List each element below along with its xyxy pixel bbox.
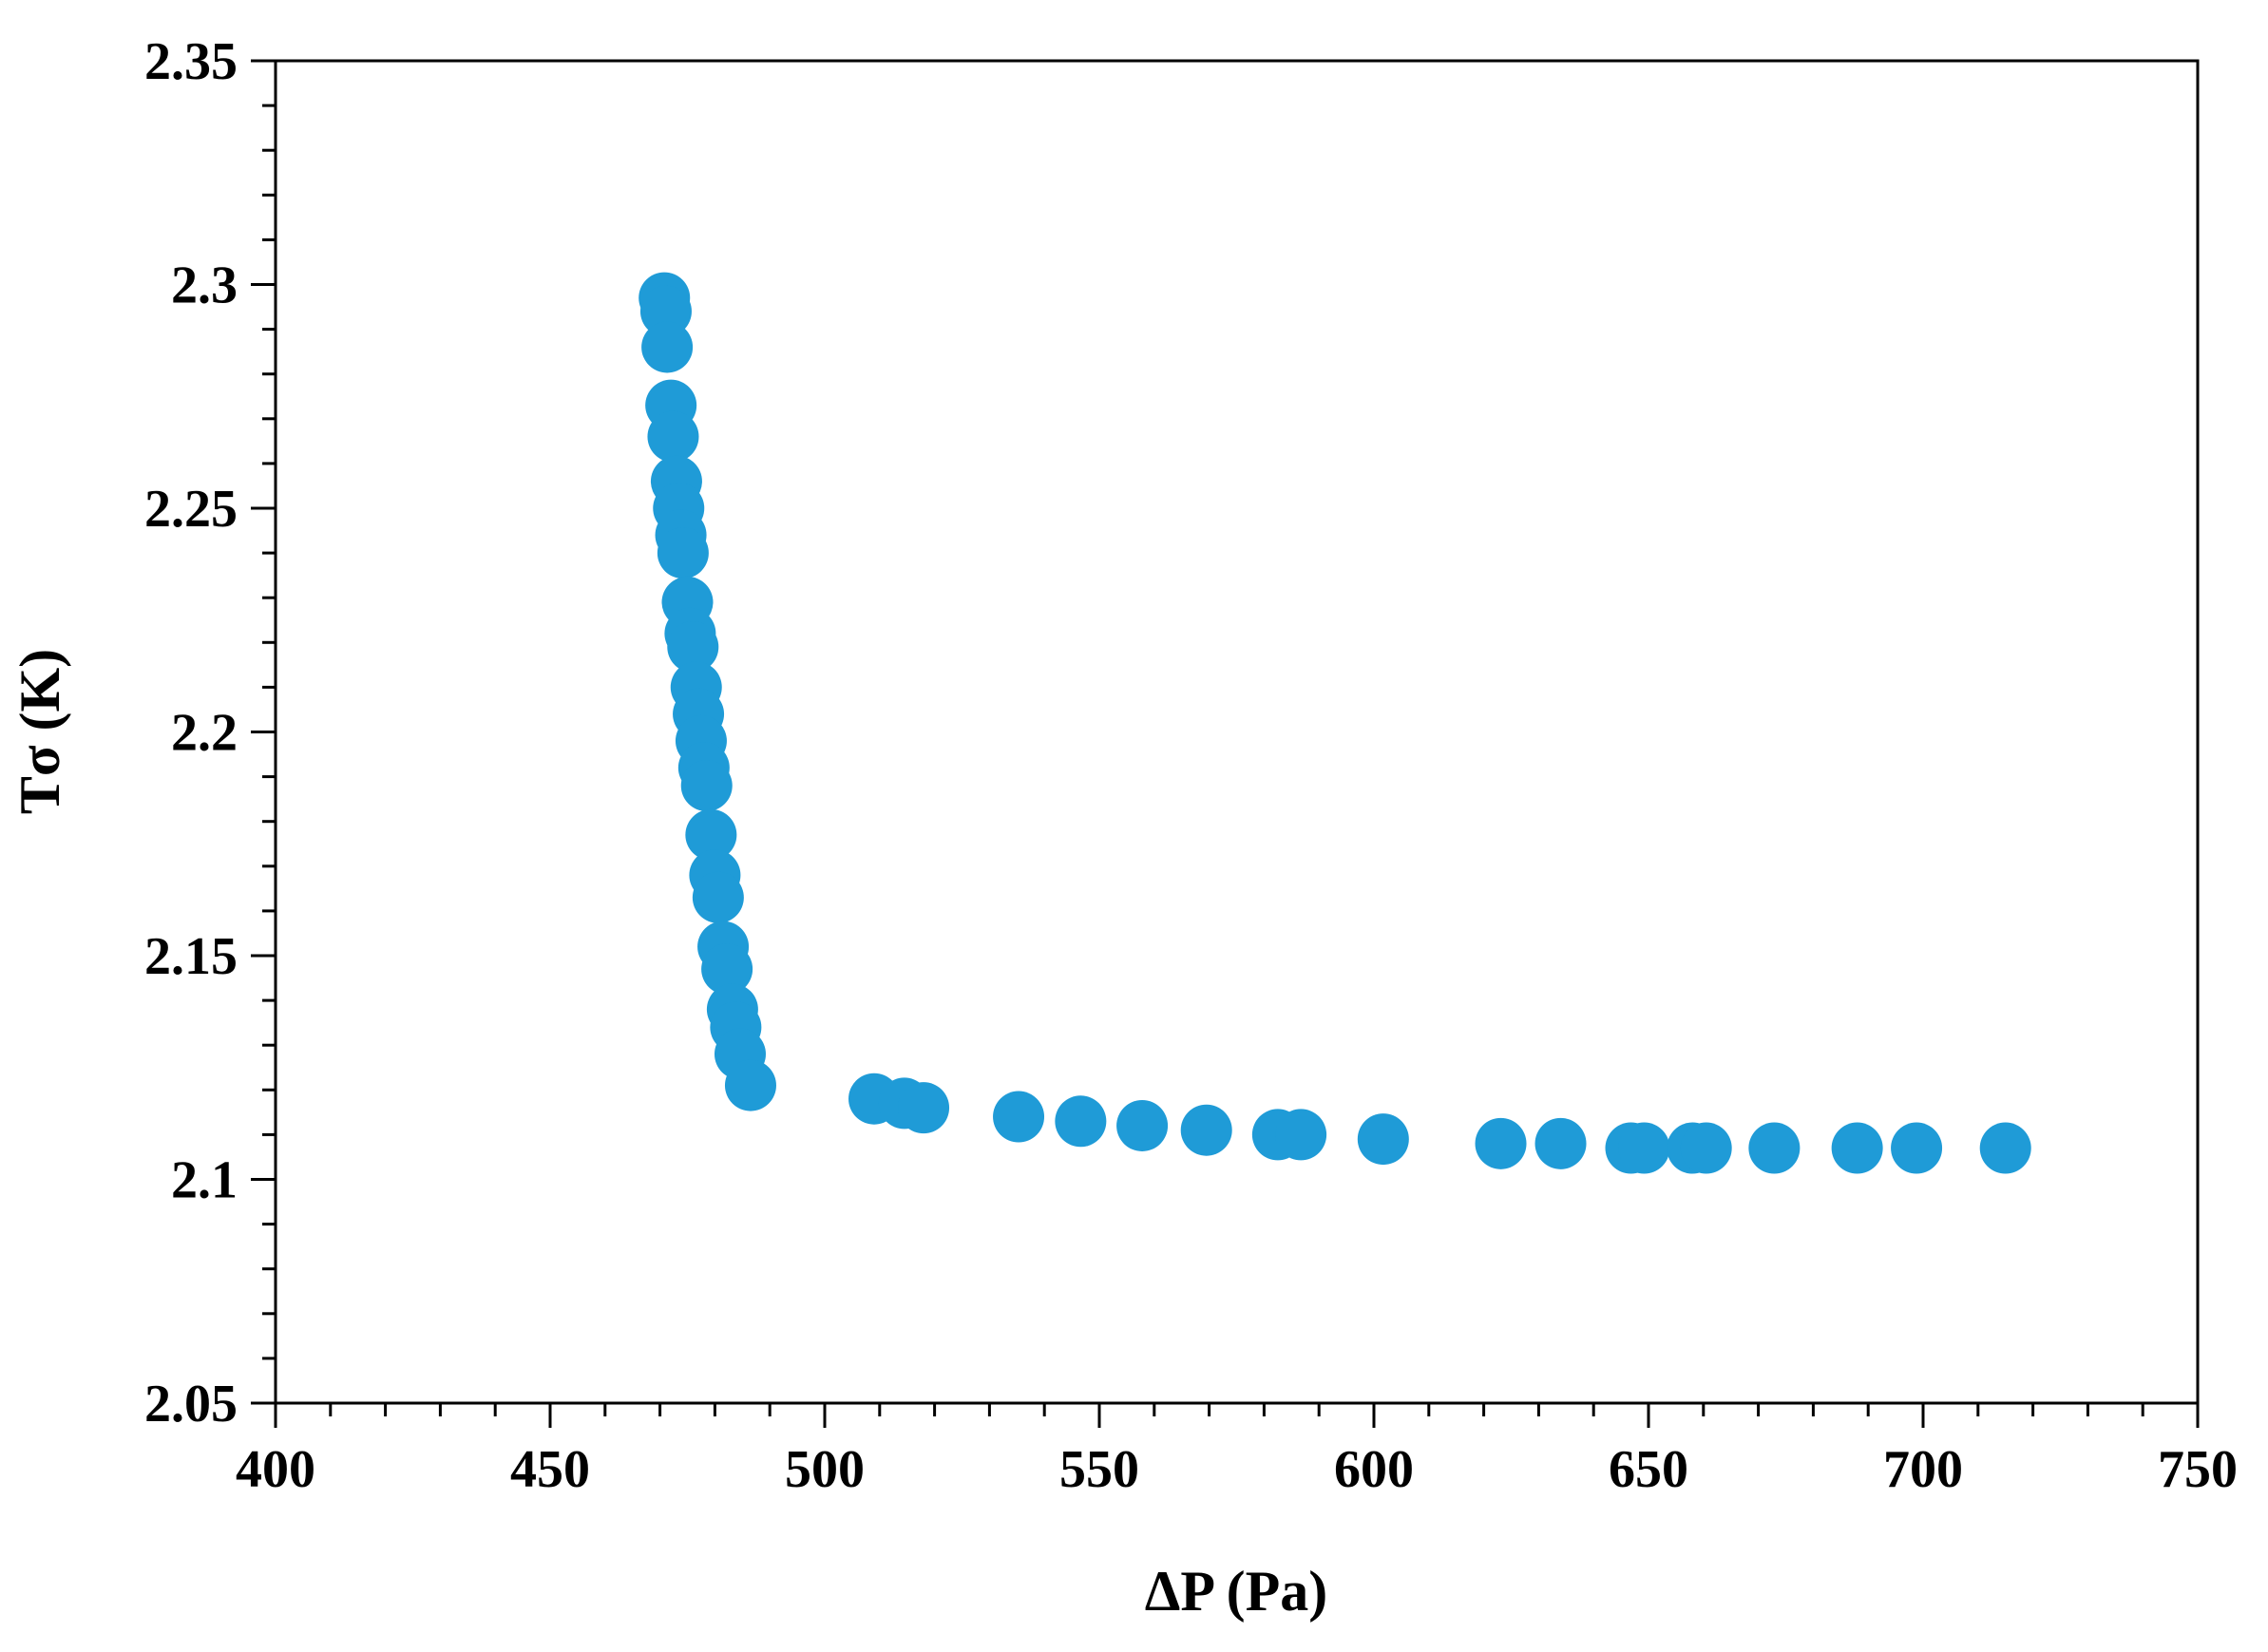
data-point: [1618, 1122, 1670, 1174]
x-tick-label: 500: [785, 1440, 865, 1499]
y-tick-label: 2.1: [171, 1151, 238, 1210]
data-point: [1891, 1122, 1943, 1174]
x-tick-labels: 400 450 500 550 600 650 700 750: [236, 1440, 2238, 1499]
data-point: [639, 285, 692, 337]
x-tick-label: 600: [1334, 1440, 1414, 1499]
data-point: [1534, 1117, 1587, 1169]
data-point: [1748, 1122, 1801, 1174]
x-tick-label: 650: [1609, 1440, 1688, 1499]
y-axis-title: Tσ (K): [9, 649, 71, 814]
y-tick-label: 2.25: [144, 480, 238, 539]
data-point: [1831, 1122, 1883, 1174]
x-tick-label: 750: [2158, 1440, 2238, 1499]
data-point: [1475, 1117, 1527, 1169]
data-point: [993, 1091, 1045, 1143]
x-axis-title: ΔP (Pa): [1145, 1560, 1328, 1623]
data-point: [680, 760, 733, 812]
y-tick-label: 2.15: [144, 927, 238, 986]
x-tick-label: 550: [1059, 1440, 1139, 1499]
data-point: [1275, 1109, 1327, 1161]
data-point: [657, 527, 709, 579]
x-tick-label: 450: [510, 1440, 590, 1499]
data-point: [1979, 1122, 2031, 1174]
x-tick-label: 700: [1883, 1440, 1963, 1499]
x-tick-label: 400: [236, 1440, 315, 1499]
data-point: [1116, 1099, 1169, 1151]
data-point: [1357, 1113, 1409, 1166]
data-point: [724, 1059, 776, 1111]
data-point: [641, 321, 694, 373]
data-points: [638, 272, 2031, 1174]
y-tick-label: 2.05: [144, 1375, 238, 1434]
data-point: [685, 808, 737, 861]
y-tick-label: 2.2: [171, 704, 238, 763]
data-point: [701, 943, 753, 996]
y-tick-label: 2.35: [144, 32, 238, 91]
axis-ticks: [251, 59, 2200, 1428]
data-point: [1680, 1122, 1732, 1174]
y-tick-label: 2.3: [171, 256, 238, 315]
y-tick-labels: 2.05 2.1 2.15 2.2 2.25 2.3 2.35: [144, 32, 238, 1434]
data-point: [667, 621, 719, 674]
data-point: [1180, 1104, 1232, 1156]
data-point: [647, 410, 699, 463]
data-point: [1055, 1095, 1107, 1148]
data-point: [692, 871, 744, 923]
data-point: [898, 1082, 950, 1134]
